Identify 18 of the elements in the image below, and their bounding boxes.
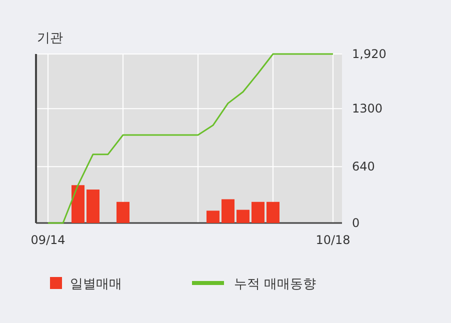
line-series — [47, 53, 334, 224]
legend-label: 일별매매 — [70, 277, 122, 292]
bar — [236, 210, 250, 223]
bar — [206, 210, 220, 223]
y-tick-label: 640 — [352, 160, 375, 174]
bar — [86, 190, 100, 223]
bar — [116, 202, 130, 223]
bar — [252, 202, 264, 223]
y-tick-label: 0 — [352, 216, 360, 230]
bar — [72, 185, 84, 223]
legend-label: 누적 매매동향 — [234, 277, 316, 292]
x-tick-label: 10/18 — [316, 233, 350, 247]
chart-title: 기관 — [37, 31, 63, 46]
bar — [266, 202, 280, 223]
bar — [222, 199, 234, 223]
y-tick-label: 1,920 — [352, 47, 386, 61]
y-tick-label: 1300 — [352, 102, 383, 116]
x-tick-label: 09/14 — [30, 233, 66, 247]
